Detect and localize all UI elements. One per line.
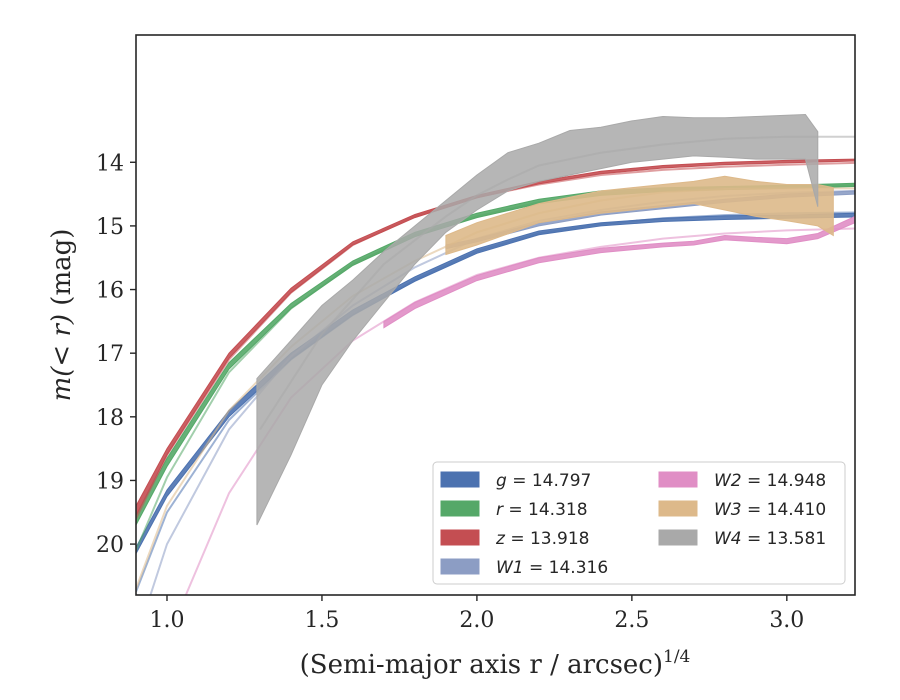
x-axis-label-main: (Semi-major axis r / arcsec) [300, 650, 663, 680]
legend-item-w3: W3 = 14.410 [658, 500, 826, 520]
model-curve-w2 [184, 227, 855, 595]
legend-item-g: g = 14.797 [440, 471, 591, 491]
x-axis-label: (Semi-major axis r / arcsec)1/4 [300, 647, 691, 680]
series-w3 [136, 175, 855, 589]
legend: g = 14.797 r = 14.318 z = 13.918 W1 = 14.31… [432, 461, 846, 585]
series-w2 [184, 215, 855, 595]
legend-swatch-r [440, 500, 480, 517]
x-axis-ticks: 1.0 1.5 2.0 2.5 3.0 [149, 595, 804, 633]
x-tick-label: 1.0 [149, 608, 184, 633]
legend-swatch-w4 [658, 529, 698, 546]
legend-label-r: r = 14.318 [496, 500, 588, 520]
model-curve-w4 [259, 135, 855, 431]
y-tick-label: 16 [96, 279, 124, 304]
legend-item-w4: W4 = 13.581 [658, 529, 826, 549]
legend-label-z: z = 13.918 [495, 529, 589, 549]
series-w4 [256, 113, 855, 526]
legend-swatch-z [440, 529, 480, 546]
y-axis-ticks: 14 15 16 17 18 19 20 [96, 151, 136, 558]
y-tick-label: 17 [96, 342, 124, 367]
x-tick-label: 2.0 [459, 608, 494, 633]
legend-label-w4: W4 = 13.581 [714, 529, 826, 549]
y-tick-label: 15 [96, 215, 124, 240]
band-w4 [256, 113, 819, 526]
legend-item-z: z = 13.918 [440, 529, 589, 549]
legend-swatch-g [440, 471, 480, 488]
legend-swatch-w2 [658, 471, 698, 488]
x-tick-label: 2.5 [614, 608, 649, 633]
plot-area [136, 113, 855, 595]
legend-label-w3: W3 = 14.410 [714, 500, 826, 520]
band-r [136, 182, 855, 526]
model-curve-g [136, 211, 855, 593]
x-tick-label: 1.5 [304, 608, 339, 633]
legend-swatch-w3 [658, 500, 698, 517]
x-axis-label-exponent: 1/4 [663, 647, 690, 667]
y-tick-label: 20 [96, 533, 124, 558]
legend-item-w1: W1 = 14.316 [440, 558, 608, 578]
legend-label-w1: W1 = 14.316 [496, 558, 608, 578]
legend-box [432, 461, 846, 585]
y-axis-label: m(< r) (mag) [47, 229, 77, 402]
legend-label-g: g = 14.797 [496, 471, 591, 491]
y-tick-label: 18 [96, 406, 124, 431]
x-tick-label: 3.0 [769, 608, 804, 633]
y-axis-label-quantity: m(< r) [47, 314, 77, 401]
axes-frame [135, 34, 856, 596]
legend-swatch-w1 [440, 558, 480, 575]
legend-item-r: r = 14.318 [440, 500, 588, 520]
model-curve-w3 [136, 187, 855, 589]
y-tick-label: 19 [96, 469, 124, 494]
legend-item-w2: W2 = 14.948 [658, 471, 826, 491]
y-tick-label: 14 [96, 151, 124, 176]
legend-label-w2: W2 = 14.948 [714, 471, 826, 491]
y-axis-label-unit: (mag) [47, 229, 77, 314]
